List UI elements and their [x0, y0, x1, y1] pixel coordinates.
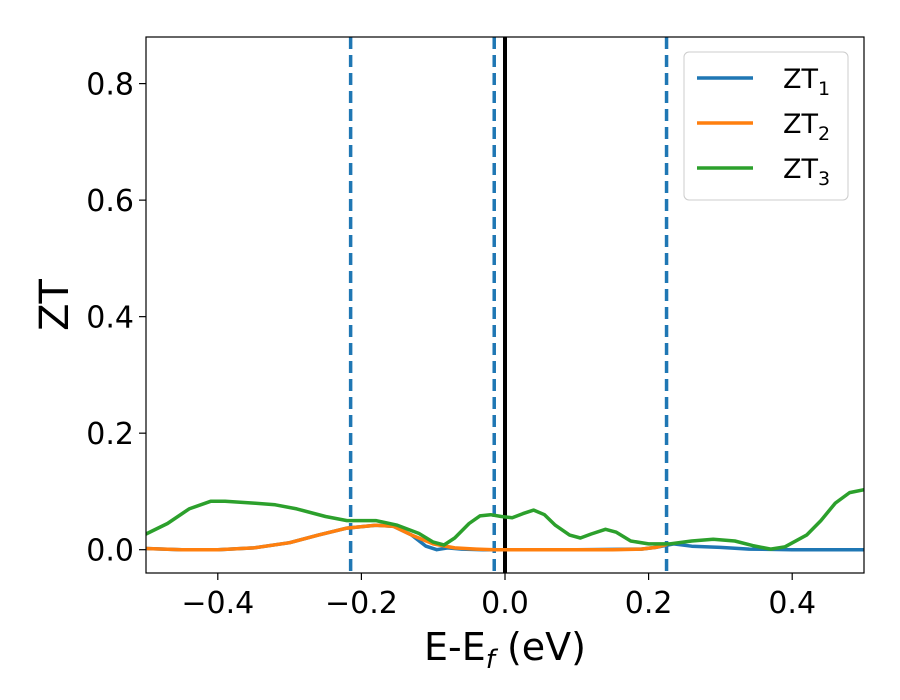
y-tick-label: 0.8	[86, 68, 134, 103]
x-axis-label-unit: (eV)	[495, 625, 586, 669]
x-axis-label: E-Ef (eV)	[424, 625, 586, 675]
x-axis-ticks: −0.4 −0.2 0.0 0.2 0.4	[181, 573, 816, 621]
legend-label-subscript: 3	[818, 168, 830, 190]
legend-label-zt3: ZT3	[783, 154, 830, 190]
legend-label-main: ZT	[783, 64, 818, 95]
legend-label-zt1: ZT1	[783, 64, 830, 100]
x-axis-label-main: E-E	[424, 625, 486, 669]
y-axis-label: ZT	[32, 279, 78, 331]
legend-label-main: ZT	[783, 154, 818, 185]
x-tick-label: 0.0	[481, 586, 529, 621]
x-tick-label: 0.2	[625, 586, 673, 621]
series-line-zt3	[146, 487, 864, 551]
legend-label-main: ZT	[783, 109, 818, 140]
y-tick-label: 0.2	[86, 417, 134, 452]
legend-label-zt2: ZT2	[783, 109, 830, 145]
reference-lines	[348, 37, 669, 573]
series-line-zt2	[146, 523, 669, 552]
data-series	[146, 487, 864, 552]
legend-label-subscript: 1	[818, 78, 830, 100]
y-tick-label: 0.4	[86, 301, 134, 336]
legend-label-subscript: 2	[818, 123, 830, 145]
legend-box	[683, 51, 849, 201]
x-tick-label: 0.4	[768, 586, 816, 621]
x-tick-label: −0.4	[181, 586, 254, 621]
y-tick-label: 0.6	[86, 184, 134, 219]
y-tick-label: 0.0	[86, 534, 134, 569]
y-axis-ticks: 0.0 0.2 0.4 0.6 0.8	[86, 68, 146, 569]
x-tick-label: −0.2	[325, 586, 398, 621]
